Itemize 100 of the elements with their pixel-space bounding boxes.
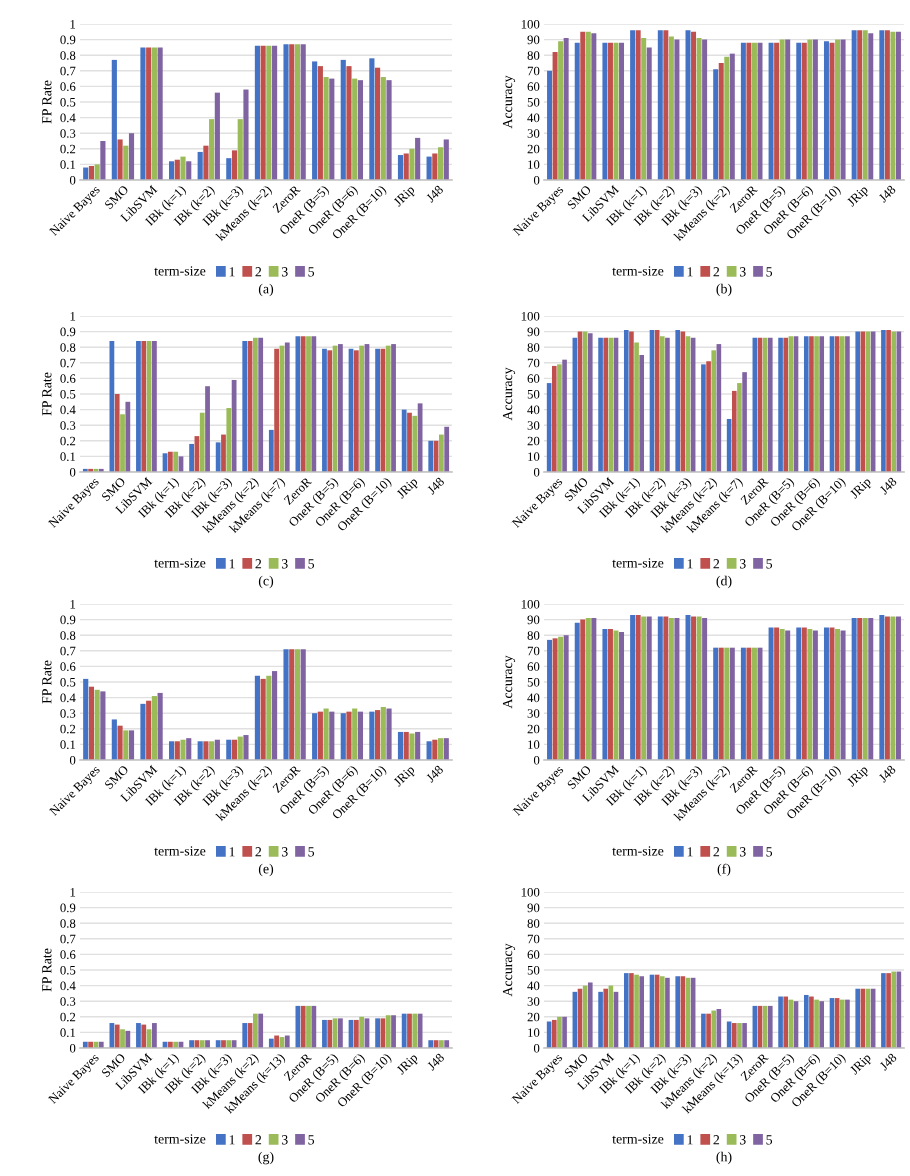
bar (895, 31, 901, 180)
bar (801, 627, 807, 760)
bar (598, 337, 603, 472)
bar (629, 973, 634, 1048)
bar (718, 63, 724, 180)
bar (272, 671, 278, 760)
bar (168, 161, 175, 180)
bar (174, 159, 180, 180)
bar (283, 649, 289, 760)
bar (203, 145, 209, 180)
bar (438, 1040, 444, 1048)
bar (674, 618, 680, 760)
bar (563, 38, 569, 180)
bar (312, 61, 318, 180)
bar (659, 336, 665, 472)
bar (231, 379, 237, 472)
bar (742, 1023, 747, 1048)
bar (646, 616, 652, 760)
bar (311, 1005, 317, 1048)
bar (352, 78, 358, 180)
bar (552, 52, 558, 180)
bar (136, 340, 141, 472)
bar (140, 703, 146, 760)
bar (623, 973, 629, 1048)
bar (109, 1023, 115, 1048)
bar (94, 164, 100, 180)
bar (88, 165, 95, 180)
bar (746, 647, 752, 760)
bar (189, 443, 194, 472)
bar (226, 739, 232, 760)
bar (724, 647, 730, 760)
bar (346, 711, 352, 760)
bar (203, 741, 209, 760)
bar (199, 1040, 205, 1048)
bar (607, 42, 613, 180)
bar (713, 69, 719, 180)
bar (713, 647, 719, 760)
bar (205, 386, 210, 472)
bar (779, 39, 785, 180)
bar (226, 408, 232, 472)
bar (855, 331, 861, 472)
bar (665, 337, 670, 472)
bar (629, 331, 634, 472)
bar (602, 628, 608, 760)
bar (375, 1018, 380, 1048)
bar (289, 649, 295, 760)
bar (380, 706, 386, 760)
bar (403, 153, 409, 180)
bar (221, 1040, 226, 1048)
bar (146, 47, 152, 180)
bar (180, 156, 186, 180)
bar (252, 1013, 258, 1048)
bar (890, 616, 896, 760)
bar (401, 409, 407, 472)
bar (845, 336, 850, 472)
bar (602, 42, 608, 180)
bar (243, 735, 249, 760)
bar (706, 1013, 711, 1048)
bar (109, 340, 115, 472)
bar (329, 711, 335, 760)
bar (215, 1040, 221, 1048)
bar (702, 39, 708, 180)
bar (557, 1016, 562, 1048)
bar (635, 30, 641, 180)
bar (385, 1015, 391, 1048)
bar (630, 614, 636, 760)
bar (868, 33, 874, 180)
bar (242, 1023, 248, 1048)
bar (814, 999, 819, 1048)
bar (221, 434, 226, 472)
bar (587, 333, 593, 472)
bar (635, 614, 641, 760)
bar (718, 647, 724, 760)
bar (353, 1019, 359, 1048)
bar (591, 618, 597, 760)
bar (702, 618, 708, 760)
bar (823, 627, 829, 760)
bar (197, 741, 203, 760)
bar (426, 156, 432, 180)
bar (100, 141, 106, 180)
bar (231, 1040, 237, 1048)
bar (300, 1005, 306, 1048)
bar (180, 739, 186, 760)
bar (186, 738, 192, 760)
bar (551, 365, 557, 472)
bar (796, 627, 802, 760)
bar (574, 622, 580, 760)
bar (215, 442, 221, 472)
bar (737, 383, 742, 472)
bar (711, 350, 717, 472)
bar (884, 30, 890, 180)
bar (338, 344, 343, 472)
bar (359, 1016, 365, 1048)
bar (598, 991, 603, 1048)
bar (574, 42, 580, 180)
bar (125, 1030, 131, 1048)
bar (226, 1040, 232, 1048)
bar (205, 1040, 210, 1048)
bar (189, 1040, 194, 1048)
bar (294, 649, 301, 760)
